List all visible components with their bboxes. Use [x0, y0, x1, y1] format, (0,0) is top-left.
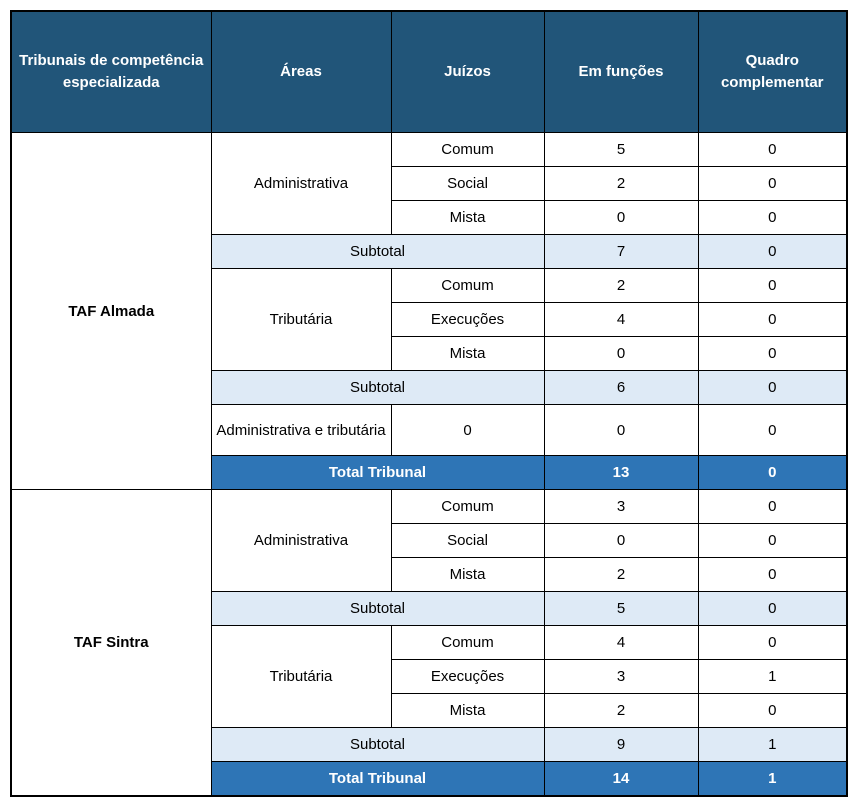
em-funcoes-value: 4 — [543, 625, 699, 660]
area-cell: Administrativa — [210, 132, 392, 235]
juizo-cell: Execuções — [390, 659, 545, 694]
table-row: Execuções 3 1 — [11, 659, 848, 694]
juizo-cell: 0 — [390, 404, 545, 456]
subtotal-row: Subtotal 7 0 — [11, 234, 848, 269]
column-header-em-funcoes: Em funções — [543, 10, 699, 133]
em-funcoes-value: 5 — [543, 132, 699, 167]
total-label-cell: Total Tribunal — [210, 455, 545, 490]
juizo-cell: Mista — [390, 200, 545, 235]
em-funcoes-value: 0 — [543, 200, 699, 235]
table-row: Administrativa e tributária 0 0 0 — [11, 404, 848, 456]
em-funcoes-value: 9 — [543, 727, 699, 762]
table-row: TAF Almada Administrativa Comum 5 0 — [10, 132, 848, 490]
em-funcoes-value: 2 — [543, 166, 699, 201]
subtotal-label-cell: Subtotal — [210, 370, 545, 405]
em-funcoes-value: 2 — [543, 557, 699, 592]
em-funcoes-value: 0 — [543, 523, 699, 558]
table-row: Mista 0 0 — [11, 200, 848, 235]
quadro-value: 1 — [697, 761, 848, 797]
juizo-cell: Comum — [390, 625, 545, 660]
quadro-value: 0 — [697, 523, 848, 558]
quadro-value: 0 — [697, 200, 848, 235]
juizo-cell: Comum — [390, 132, 545, 167]
header-row: Tribunais de competência especializada Á… — [10, 10, 848, 133]
juizo-cell: Mista — [390, 693, 545, 728]
total-label-cell: Total Tribunal — [210, 761, 545, 797]
quadro-value: 0 — [697, 302, 848, 337]
quadro-value: 0 — [697, 557, 848, 592]
quadro-value: 0 — [697, 268, 848, 303]
em-funcoes-value: 4 — [543, 302, 699, 337]
subtotal-label-cell: Subtotal — [210, 234, 545, 269]
juizo-cell: Comum — [390, 489, 545, 524]
em-funcoes-value: 6 — [543, 370, 699, 405]
quadro-value: 0 — [697, 336, 848, 371]
juizo-cell: Social — [390, 523, 545, 558]
quadro-value: 0 — [697, 234, 848, 269]
juizo-cell: Social — [390, 166, 545, 201]
subtotal-row: Subtotal 5 0 — [11, 591, 848, 626]
em-funcoes-value: 2 — [543, 268, 699, 303]
quadro-value: 0 — [697, 455, 848, 490]
courts-staffing-table: Tribunais de competência especializada Á… — [10, 10, 848, 797]
em-funcoes-value: 2 — [543, 693, 699, 728]
em-funcoes-value: 7 — [543, 234, 699, 269]
juizo-cell: Comum — [390, 268, 545, 303]
area-cell: Administrativa — [210, 489, 392, 592]
quadro-value: 0 — [697, 370, 848, 405]
quadro-value: 0 — [697, 693, 848, 728]
table-row: Social 2 0 — [11, 166, 848, 201]
quadro-value: 0 — [697, 489, 848, 524]
column-header-quadro-complementar: Quadro complementar — [697, 10, 848, 133]
total-row: Total Tribunal 13 0 — [11, 455, 848, 490]
area-cell: Tributária — [210, 625, 392, 728]
juizo-cell: Mista — [390, 557, 545, 592]
quadro-value: 0 — [697, 625, 848, 660]
subtotal-label-cell: Subtotal — [210, 591, 545, 626]
quadro-value: 0 — [697, 166, 848, 201]
subtotal-row: Subtotal 9 1 — [11, 727, 848, 762]
table-row: Social 0 0 — [11, 523, 848, 558]
tribunal-name-cell: TAF Almada — [10, 132, 212, 490]
subtotal-label-cell: Subtotal — [210, 727, 545, 762]
em-funcoes-value: 0 — [543, 336, 699, 371]
em-funcoes-value: 13 — [543, 455, 699, 490]
em-funcoes-value: 5 — [543, 591, 699, 626]
table-row: Mista 2 0 — [11, 693, 848, 728]
table-row: Tributária Comum 4 0 — [11, 625, 848, 728]
tribunal-name-cell: TAF Sintra — [10, 489, 212, 797]
subtotal-row: Subtotal 6 0 — [11, 370, 848, 405]
table-row: TAF Sintra Administrativa Comum 3 0 — [10, 489, 848, 797]
column-header-juizos: Juízos — [390, 10, 545, 133]
area-cell: Administrativa e tributária — [210, 404, 392, 456]
quadro-value: 1 — [697, 727, 848, 762]
quadro-value: 0 — [697, 404, 848, 456]
em-funcoes-value: 14 — [543, 761, 699, 797]
table-row: Mista 2 0 — [11, 557, 848, 592]
quadro-value: 0 — [697, 591, 848, 626]
quadro-value: 0 — [697, 132, 848, 167]
quadro-value: 1 — [697, 659, 848, 694]
area-cell: Tributária — [210, 268, 392, 371]
column-header-tribunais: Tribunais de competência especializada — [10, 10, 212, 133]
em-funcoes-value: 3 — [543, 489, 699, 524]
em-funcoes-value: 3 — [543, 659, 699, 694]
juizo-cell: Execuções — [390, 302, 545, 337]
em-funcoes-value: 0 — [543, 404, 699, 456]
juizo-cell: Mista — [390, 336, 545, 371]
column-header-areas: Áreas — [210, 10, 392, 133]
